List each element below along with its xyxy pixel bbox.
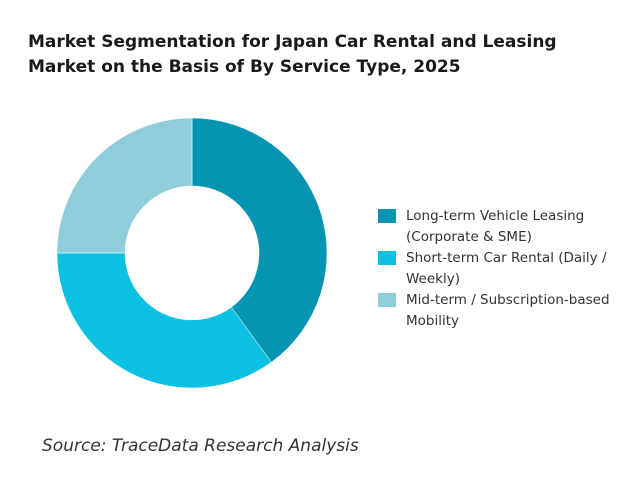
source-note: Source: TraceData Research Analysis: [42, 436, 359, 456]
legend-swatch: [378, 251, 396, 265]
legend-item-mid-term-subscription: Mid-term / Subscription-based Mobility: [378, 290, 638, 332]
chart-legend: Long-term Vehicle Leasing (Corporate & S…: [378, 206, 638, 332]
legend-label: Long-term Vehicle Leasing (Corporate & S…: [406, 208, 585, 245]
donut-slice-1: [191, 117, 328, 363]
chart-title: Market Segmentation for Japan Car Rental…: [28, 32, 557, 77]
legend-swatch: [378, 293, 396, 307]
legend-label: Mid-term / Subscription-based Mobility: [406, 292, 610, 329]
legend-swatch: [378, 209, 396, 223]
legend-item-short-term-rental: Short-term Car Rental (Daily / Weekly): [378, 248, 638, 290]
legend-label: Short-term Car Rental (Daily / Weekly): [406, 250, 607, 287]
legend-item-long-term-leasing: Long-term Vehicle Leasing (Corporate & S…: [378, 206, 638, 248]
donut-slice-3: [56, 117, 193, 254]
donut-slices: [56, 117, 328, 389]
donut-slice-2: [56, 252, 272, 389]
